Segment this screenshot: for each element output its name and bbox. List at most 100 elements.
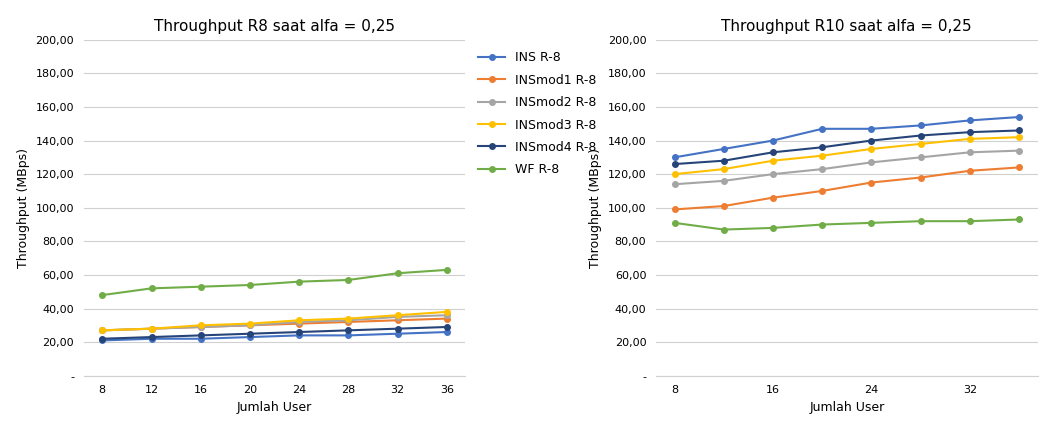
INSmod1 R-8 (96, 328, 109, 333)
Legend: INS R-10, INSmod1 R-10, INSmod2 R-10, INSmod3 R-10, INSmod4 R-10, WF R-10: INS R-10, INSmod1 R-10, INSmod2 R-10, IN… (1045, 46, 1048, 181)
INS R-8 (292, 333, 305, 338)
INSmod4 R-8 (391, 326, 403, 332)
Line: INSmod1 R-8: INSmod1 R-8 (100, 316, 450, 333)
INSmod4 R-8 (342, 328, 354, 333)
INS R-8 (440, 329, 453, 335)
WF R-10 (767, 225, 780, 231)
INSmod3 R-10 (963, 136, 976, 141)
INSmod1 R-10 (1012, 165, 1025, 170)
INSmod2 R-8 (391, 314, 403, 320)
INSmod3 R-8 (342, 316, 354, 321)
WF R-8 (244, 282, 257, 288)
INS R-10 (1012, 114, 1025, 120)
INS R-8 (195, 336, 208, 341)
INSmod4 R-10 (718, 158, 730, 164)
INSmod2 R-10 (718, 178, 730, 183)
Line: INS R-10: INS R-10 (672, 114, 1022, 160)
WF R-10 (865, 220, 877, 225)
INSmod1 R-10 (816, 188, 829, 194)
INSmod1 R-8 (440, 316, 453, 321)
INSmod3 R-8 (440, 309, 453, 315)
INSmod1 R-10 (718, 203, 730, 209)
INSmod2 R-10 (963, 150, 976, 155)
WF R-8 (146, 286, 158, 291)
INSmod3 R-8 (195, 323, 208, 328)
WF R-8 (342, 277, 354, 282)
INSmod1 R-8 (391, 318, 403, 323)
INSmod3 R-10 (865, 146, 877, 152)
INSmod2 R-8 (96, 328, 109, 333)
INSmod2 R-10 (865, 160, 877, 165)
INSmod1 R-10 (767, 195, 780, 200)
INSmod1 R-8 (195, 324, 208, 330)
Y-axis label: Throughput (MBps): Throughput (MBps) (17, 148, 30, 268)
INS R-10 (816, 126, 829, 131)
INSmod1 R-8 (244, 323, 257, 328)
INSmod4 R-8 (96, 336, 109, 341)
Y-axis label: Throughput (MBps): Throughput (MBps) (589, 148, 603, 268)
INS R-10 (865, 126, 877, 131)
WF R-8 (292, 279, 305, 284)
INS R-8 (96, 338, 109, 343)
INSmod3 R-10 (914, 141, 926, 147)
INSmod4 R-10 (865, 138, 877, 143)
INS R-8 (342, 333, 354, 338)
INSmod1 R-10 (865, 180, 877, 185)
INSmod2 R-8 (440, 312, 453, 318)
INS R-8 (244, 335, 257, 340)
Legend: INS R-8, INSmod1 R-8, INSmod2 R-8, INSmod3 R-8, INSmod4 R-8, WF R-8: INS R-8, INSmod1 R-8, INSmod2 R-8, INSmo… (473, 46, 602, 181)
INS R-10 (718, 146, 730, 152)
WF R-8 (391, 271, 403, 276)
INSmod3 R-8 (146, 326, 158, 332)
INSmod2 R-8 (195, 324, 208, 330)
INSmod4 R-8 (440, 324, 453, 330)
X-axis label: Jumlah User: Jumlah User (237, 401, 312, 414)
INSmod2 R-8 (292, 319, 305, 324)
INSmod3 R-10 (816, 153, 829, 158)
X-axis label: Jumlah User: Jumlah User (809, 401, 885, 414)
WF R-8 (440, 267, 453, 273)
INSmod4 R-10 (669, 161, 681, 167)
INSmod4 R-8 (146, 335, 158, 340)
INS R-8 (146, 336, 158, 341)
INSmod2 R-10 (767, 171, 780, 177)
Title: Throughput R8 saat alfa = 0,25: Throughput R8 saat alfa = 0,25 (154, 19, 395, 34)
WF R-10 (963, 218, 976, 224)
INS R-10 (963, 118, 976, 123)
Line: INS R-8: INS R-8 (100, 329, 450, 343)
INS R-10 (914, 123, 926, 128)
INSmod4 R-8 (195, 333, 208, 338)
INS R-8 (391, 331, 403, 336)
INSmod2 R-8 (146, 326, 158, 332)
WF R-10 (669, 220, 681, 225)
INSmod3 R-10 (1012, 134, 1025, 140)
INS R-10 (767, 138, 780, 143)
INSmod2 R-8 (342, 318, 354, 323)
INSmod1 R-8 (342, 319, 354, 324)
INSmod3 R-10 (718, 167, 730, 172)
INSmod2 R-10 (816, 167, 829, 172)
WF R-10 (718, 227, 730, 232)
Line: INSmod3 R-10: INSmod3 R-10 (672, 134, 1022, 177)
WF R-8 (195, 284, 208, 290)
INSmod2 R-10 (669, 182, 681, 187)
INSmod4 R-10 (816, 145, 829, 150)
Line: INSmod4 R-8: INSmod4 R-8 (100, 324, 450, 342)
INSmod2 R-10 (914, 155, 926, 160)
INSmod3 R-10 (669, 171, 681, 177)
INSmod3 R-8 (96, 328, 109, 333)
WF R-10 (816, 222, 829, 227)
INSmod3 R-8 (391, 312, 403, 318)
INSmod1 R-10 (963, 168, 976, 173)
INSmod1 R-8 (292, 321, 305, 326)
INSmod2 R-8 (244, 323, 257, 328)
INSmod3 R-8 (292, 318, 305, 323)
Line: INSmod2 R-8: INSmod2 R-8 (100, 312, 450, 333)
Line: WF R-8: WF R-8 (100, 267, 450, 298)
INSmod4 R-10 (1012, 128, 1025, 133)
INSmod4 R-8 (244, 331, 257, 336)
INSmod4 R-8 (292, 329, 305, 335)
WF R-10 (1012, 217, 1025, 222)
INSmod2 R-10 (1012, 148, 1025, 153)
INSmod1 R-8 (146, 326, 158, 332)
